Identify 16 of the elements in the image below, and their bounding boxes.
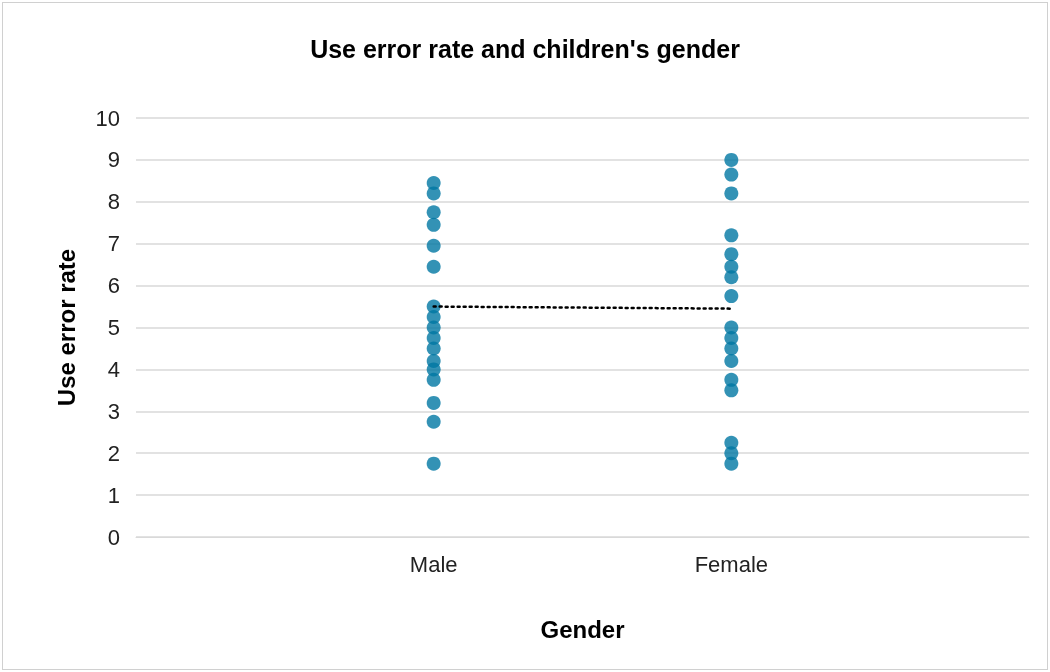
chart-title: Use error rate and children's gender xyxy=(310,34,741,63)
y-tick-label: 3 xyxy=(107,398,120,424)
y-tick-label: 4 xyxy=(107,356,120,382)
y-tick-label: 5 xyxy=(107,315,120,340)
x-tick-label: Male xyxy=(409,551,458,577)
y-tick-label: 6 xyxy=(107,273,120,299)
y-tick-label: 0 xyxy=(107,524,120,550)
y-axis-title: Use error rate xyxy=(52,248,80,407)
y-tick-label: 2 xyxy=(107,440,120,466)
y-tick-label: 7 xyxy=(107,231,120,257)
y-tick-label: 10 xyxy=(95,105,120,131)
y-tick-label: 8 xyxy=(107,189,120,215)
x-axis-title: Gender xyxy=(540,615,625,643)
x-tick-label: Female xyxy=(694,551,769,577)
y-tick-label: 1 xyxy=(107,482,120,508)
y-tick-label: 9 xyxy=(107,147,120,173)
